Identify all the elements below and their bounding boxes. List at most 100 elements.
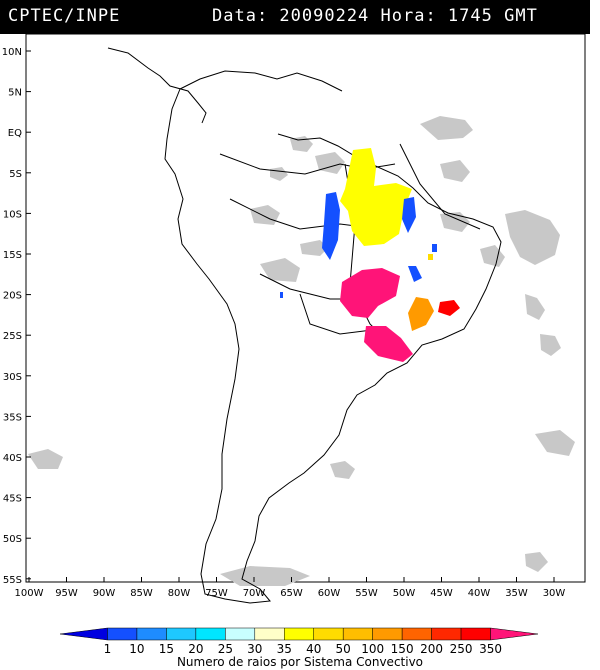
lon-tick-label: 95W [55,588,78,599]
lat-tick-label: 5S [9,169,22,180]
legend-swatch [401,627,432,641]
cloud-patch [525,294,545,320]
legend-tick-label: 20 [188,642,203,656]
legend-tick-label: 50 [336,642,351,656]
map-frame [25,34,586,583]
lat-tick-label: 50S [3,534,22,545]
legend-swatch [136,627,167,641]
legend-tick-label: 35 [277,642,292,656]
lat-tick-label: 45S [3,494,22,505]
lon-tick-label: 50W [393,588,416,599]
lon-tick-label: 80W [168,588,191,599]
lon-tick-label: 30W [543,588,566,599]
caribbean-coast [179,70,343,92]
lon-tick-label: 65W [280,588,303,599]
central-america-coast [107,47,207,124]
yellow-dot [428,254,433,260]
legend-swatch [225,627,256,641]
blue-dot [280,292,283,298]
lightning-map: 10N5NEQ5S10S15S20S25S30S35S40S45S50S55S … [2,34,586,604]
legend-swatch [284,627,314,641]
rio-cluster [438,300,460,316]
cloud-patch [440,160,470,182]
cloud-patch [505,210,560,265]
cloud-patch [300,240,328,256]
legend-bar [59,627,539,641]
sao-paulo-cluster [408,297,434,331]
legend-tick-label: 200 [420,642,443,656]
cloud-cover [28,116,575,586]
cloud-patch [535,430,575,456]
cloud-patch [440,212,470,232]
lon-tick-label: 60W [318,588,341,599]
map-header: CPTEC/INPE Data: 20090224 Hora: 1745 GMT [0,0,590,34]
legend-caption: Numero de raios por Sistema Convectivo [177,655,423,669]
legend-swatch [195,627,226,641]
parana-cluster [364,326,413,362]
lat-tick-label: 20S [3,291,22,302]
border-line [399,143,481,230]
legend-tick-label: 150 [391,642,414,656]
legend-swatch [490,627,539,641]
legend-swatch [107,627,138,641]
border-line [299,293,381,335]
cloud-patch [525,552,548,572]
color-legend: 1 10 15 20 25 30 35 40 50 100 150 200 250 350 Numero … [59,627,539,669]
lon-tick-label: 75W [205,588,228,599]
lon-tick-label: 85W [130,588,153,599]
central-east-cluster-2 [408,266,422,282]
legend-swatch [342,627,373,641]
legend-tick-label: 1 [104,642,112,656]
longitude-axis: 100W 95W 90W 85W 80W 75W 70W 65W 60W 55W 50W 45W 40W… [15,577,566,599]
lat-tick-label: 35S [3,412,22,423]
lat-tick-label: 25S [3,331,22,342]
latitude-axis: 10N 5N EQ 5S 10S 15S 20S 25S 30S 35S 40S 45S 50S 55S [2,47,31,586]
lat-tick-label: 10S [3,209,22,220]
lon-tick-label: 100W [15,588,44,599]
legend-swatch [431,627,462,641]
lat-tick-label: 55S [3,575,22,586]
legend-swatch [166,627,197,641]
legend-swatch [313,627,344,641]
legend-tick-label: 10 [129,642,144,656]
central-west-cluster [322,192,340,260]
legend-tick-label: 25 [218,642,233,656]
legend-swatch [372,627,403,641]
source-label: CPTEC/INPE [8,6,121,26]
cloud-patch [420,116,473,140]
lightning-clusters [280,148,460,362]
legend-tick-label: 40 [306,642,321,656]
cloud-patch [260,258,300,282]
lon-tick-label: 45W [430,588,453,599]
mato-grosso-do-sul-cluster [340,268,400,318]
legend-tick-label: 100 [361,642,384,656]
cloud-patch [540,334,561,356]
lat-tick-label: 15S [3,250,22,261]
date-time-label: Data: 20090224 Hora: 1745 GMT [212,6,538,26]
lon-tick-label: 35W [505,588,528,599]
cloud-patch [290,136,313,152]
cloud-patch [330,461,355,479]
legend-swatch [59,627,108,641]
north-cluster [340,148,412,246]
south-america-coast [164,88,502,604]
cloud-patch [220,566,310,586]
lat-tick-label: EQ [8,128,22,139]
lat-tick-label: 40S [3,453,22,464]
legend-tick-label: 15 [159,642,174,656]
lat-tick-label: 30S [3,372,22,383]
blue-dot [432,244,437,252]
central-east-cluster [402,197,416,233]
lon-tick-label: 55W [355,588,378,599]
lat-tick-label: 5N [8,88,22,99]
lat-tick-label: 10N [2,47,22,58]
cloud-patch [28,449,63,469]
legend-swatch [460,627,491,641]
lon-tick-label: 70W [243,588,266,599]
legend-tick-label: 350 [479,642,502,656]
legend-ticks: 1 10 15 20 25 30 35 40 50 100 150 200 250 350 [104,642,502,656]
legend-tick-label: 250 [450,642,473,656]
lon-tick-label: 90W [93,588,116,599]
lon-tick-label: 40W [468,588,491,599]
legend-tick-label: 30 [247,642,262,656]
